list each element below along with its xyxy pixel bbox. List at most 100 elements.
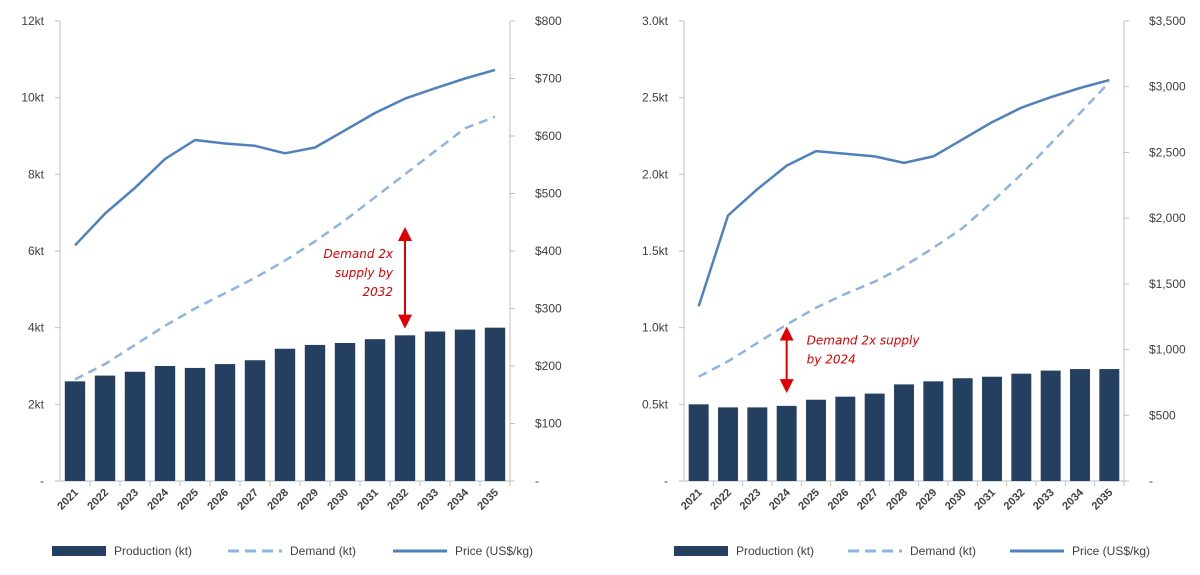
legend-label-price: Price (US$/kg)	[455, 544, 533, 558]
annotation-text: 2032	[362, 285, 393, 299]
legend-label-production: Production (kt)	[114, 544, 192, 558]
left-axis-tick-label: 1.0kt	[642, 321, 669, 335]
production-bar	[484, 327, 506, 481]
x-axis-tick-label: 2023	[738, 487, 764, 513]
x-axis-tick-label: 2022	[708, 487, 734, 513]
x-axis-tick-label: 2033	[415, 487, 441, 513]
right-axis-tick-label: $3,000	[1149, 80, 1186, 94]
x-axis-tick-label: 2031	[972, 487, 998, 513]
x-axis-tick-label: 2030	[943, 487, 969, 513]
x-axis-tick-label: 2029	[914, 487, 940, 513]
left-axis-tick-label: 2.5kt	[642, 91, 669, 105]
x-axis-tick-label: 2028	[884, 487, 910, 513]
chart-right: - 0.5kt 1.0kt 1.5kt 2.0kt 2.5kt 3.0kt - $500 $1,0…	[642, 14, 1186, 558]
production-bar	[304, 344, 326, 481]
production-bar	[747, 407, 768, 481]
x-axis-tick-label: 2032	[1002, 487, 1028, 513]
x-axis-tick-label: 2034	[445, 486, 471, 512]
x-axis-tick-label: 2027	[235, 487, 261, 513]
production-bar	[1040, 370, 1061, 481]
left-axis-tick-label: -	[664, 474, 668, 488]
left-axis-tick-label: 3.0kt	[642, 14, 669, 28]
production-bar	[894, 384, 914, 481]
x-axis-tick-label: 2029	[295, 487, 321, 513]
x-axis-tick-label: 2028	[265, 487, 291, 513]
legend-swatch-production	[52, 546, 106, 556]
production-bar	[334, 343, 356, 481]
production-bar	[1011, 373, 1032, 481]
production-bar	[184, 367, 206, 481]
x-axis-tick-label: 2035	[475, 487, 501, 513]
x-axis-tick-label: 2026	[826, 487, 852, 513]
left-axis-tick-label: 6kt	[28, 244, 45, 258]
right-axis-tick-label: $700	[535, 72, 562, 86]
x-axis-tick-label: 2023	[115, 487, 141, 513]
annotation-text: Demand 2x supply	[807, 334, 921, 348]
right-axis-tick-label: $2,500	[1149, 145, 1186, 159]
annotation-text: supply by	[335, 266, 394, 280]
x-axis-tick-label: 2027	[855, 487, 881, 513]
left-axis-tick-label: 2.0kt	[642, 167, 669, 181]
left-axis-tick-label: 1.5kt	[642, 244, 669, 258]
production-bar	[214, 364, 236, 481]
right-axis-tick-label: $200	[535, 359, 562, 373]
chart-left: - 2kt 4kt 6kt 8kt 10kt 12kt - $100 $200 $300 $400 $5…	[21, 14, 562, 558]
left-axis-tick-label: 10kt	[21, 91, 44, 105]
legend-label-price: Price (US$/kg)	[1072, 544, 1150, 558]
right-axis-tick-label: -	[535, 474, 539, 488]
legend-label-demand: Demand (kt)	[910, 544, 976, 558]
right-axis-tick-label: $3,500	[1149, 14, 1186, 28]
production-bar	[835, 396, 856, 481]
x-axis-tick-label: 2024	[145, 486, 171, 512]
right-axis-tick-label: $400	[535, 244, 562, 258]
x-axis-tick-label: 2032	[385, 487, 411, 513]
x-axis-tick-label: 2024	[767, 486, 793, 512]
production-bar	[776, 405, 797, 481]
annotation-text: Demand 2x	[324, 247, 394, 261]
x-axis-tick-label: 2026	[205, 487, 231, 513]
production-bar	[454, 329, 476, 481]
x-axis-tick-label: 2022	[85, 487, 111, 513]
left-axis-tick-label: 4kt	[28, 321, 45, 335]
right-axis-tick-label: $600	[535, 129, 562, 143]
right-axis-tick-label: $1,500	[1149, 277, 1186, 291]
right-axis-tick-label: $2,000	[1149, 211, 1186, 225]
legend-swatch-production	[674, 546, 728, 556]
production-bar	[244, 360, 266, 481]
x-axis-tick-label: 2025	[175, 487, 201, 513]
production-bar	[364, 339, 386, 481]
production-bar	[923, 381, 944, 481]
left-axis-tick-label: 0.5kt	[642, 397, 669, 411]
x-axis-tick-label: 2021	[679, 487, 705, 513]
x-axis-tick-label: 2031	[355, 487, 381, 513]
right-axis-tick-label: $100	[535, 417, 562, 431]
demand-line	[698, 81, 1111, 378]
production-bar	[154, 366, 176, 481]
left-axis-tick-label: 12kt	[21, 14, 44, 28]
left-axis-tick-label: -	[40, 474, 44, 488]
right-axis-tick-label: $1,000	[1149, 343, 1186, 357]
production-bar	[1099, 369, 1120, 481]
production-bar	[94, 375, 116, 481]
production-bar	[952, 378, 973, 481]
right-axis-tick-label: $500	[1149, 408, 1176, 422]
x-axis-tick-label: 2033	[1031, 487, 1057, 513]
production-bar	[982, 376, 1002, 481]
production-bar	[688, 404, 709, 481]
production-bar	[424, 331, 446, 481]
right-axis-tick-label: -	[1149, 474, 1153, 488]
price-line	[697, 78, 1110, 307]
production-bar	[124, 371, 146, 481]
production-bar	[394, 335, 416, 481]
x-axis-tick-label: 2021	[55, 487, 81, 513]
legend-label-production: Production (kt)	[736, 544, 814, 558]
x-axis-tick-label: 2034	[1060, 486, 1086, 512]
annotation-text: by 2024	[807, 353, 856, 367]
right-axis-tick-label: $300	[535, 302, 562, 316]
left-axis-tick-label: 2kt	[28, 397, 45, 411]
price-line	[74, 68, 496, 247]
right-axis-tick-label: $800	[535, 14, 562, 28]
production-bar	[864, 393, 885, 481]
left-axis-tick-label: 8kt	[28, 167, 45, 181]
